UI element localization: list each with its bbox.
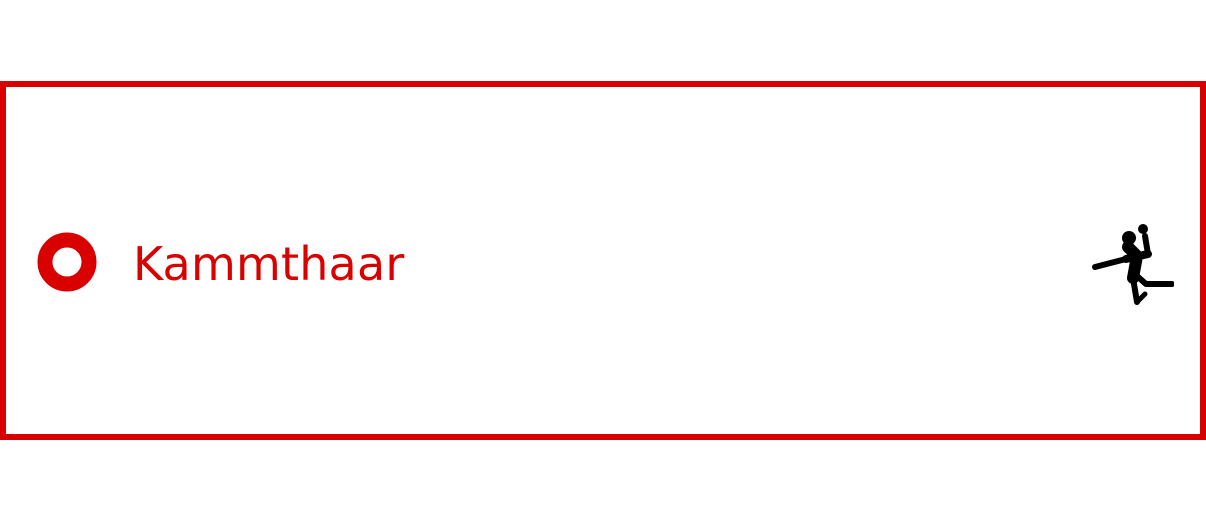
- team-card[interactable]: Kammthaar: [0, 81, 1206, 440]
- target-ring-icon: [37, 232, 97, 292]
- team-name: Kammthaar: [133, 237, 405, 291]
- handball-player-icon: [1092, 224, 1174, 305]
